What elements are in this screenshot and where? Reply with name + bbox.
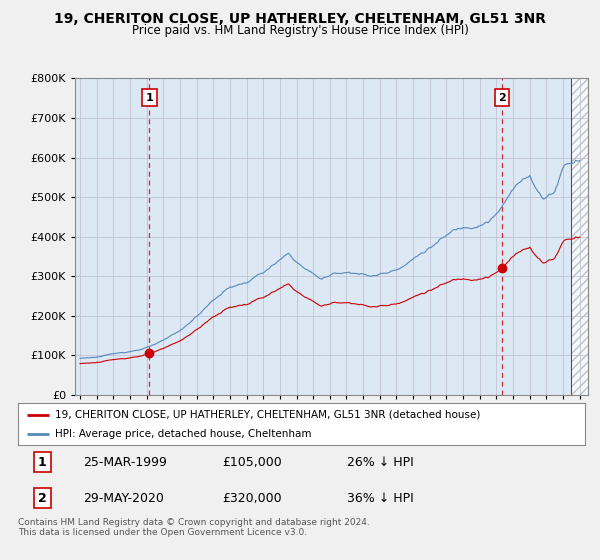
Text: 2: 2 xyxy=(38,492,47,505)
Text: 29-MAY-2020: 29-MAY-2020 xyxy=(83,492,164,505)
Text: £320,000: £320,000 xyxy=(222,492,282,505)
Text: Price paid vs. HM Land Registry's House Price Index (HPI): Price paid vs. HM Land Registry's House … xyxy=(131,24,469,36)
Text: £105,000: £105,000 xyxy=(222,456,282,469)
Text: 25-MAR-1999: 25-MAR-1999 xyxy=(83,456,167,469)
Text: 2: 2 xyxy=(498,92,506,102)
Text: Contains HM Land Registry data © Crown copyright and database right 2024.
This d: Contains HM Land Registry data © Crown c… xyxy=(18,518,370,538)
Text: 26% ↓ HPI: 26% ↓ HPI xyxy=(347,456,413,469)
Text: 19, CHERITON CLOSE, UP HATHERLEY, CHELTENHAM, GL51 3NR (detached house): 19, CHERITON CLOSE, UP HATHERLEY, CHELTE… xyxy=(55,409,480,419)
Text: 1: 1 xyxy=(38,456,47,469)
Text: HPI: Average price, detached house, Cheltenham: HPI: Average price, detached house, Chel… xyxy=(55,429,311,439)
Text: 19, CHERITON CLOSE, UP HATHERLEY, CHELTENHAM, GL51 3NR: 19, CHERITON CLOSE, UP HATHERLEY, CHELTE… xyxy=(54,12,546,26)
Text: 36% ↓ HPI: 36% ↓ HPI xyxy=(347,492,413,505)
Text: 1: 1 xyxy=(146,92,153,102)
